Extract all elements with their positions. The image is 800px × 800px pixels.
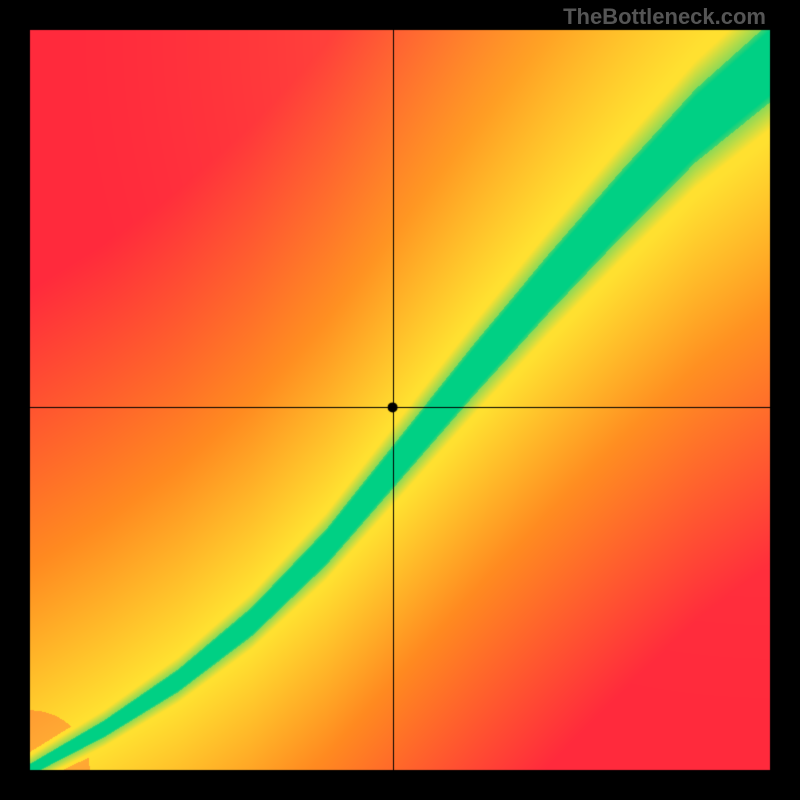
bottleneck-heatmap [0,0,800,800]
watermark-text: TheBottleneck.com [563,4,766,30]
chart-container: { "canvas": { "width": 800, "height": 80… [0,0,800,800]
